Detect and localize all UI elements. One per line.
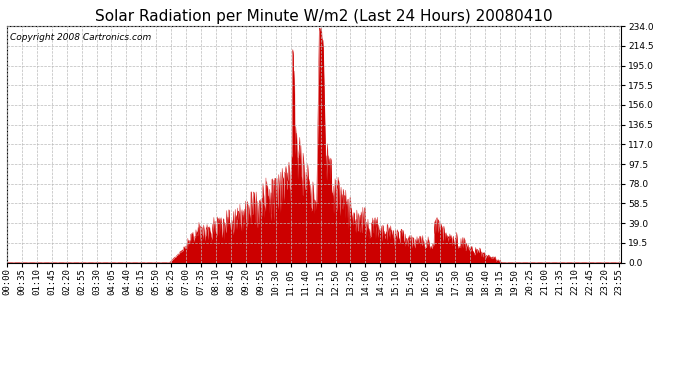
Text: Copyright 2008 Cartronics.com: Copyright 2008 Cartronics.com — [10, 33, 151, 42]
Text: Solar Radiation per Minute W/m2 (Last 24 Hours) 20080410: Solar Radiation per Minute W/m2 (Last 24… — [95, 9, 553, 24]
